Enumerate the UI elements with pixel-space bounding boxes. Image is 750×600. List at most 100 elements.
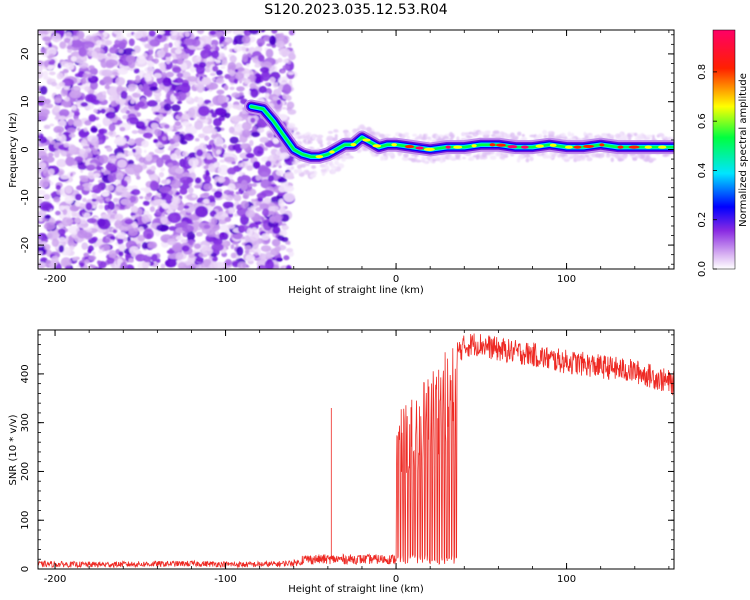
halo-blob	[509, 132, 515, 138]
noise-blob	[240, 143, 249, 150]
noise-blob	[288, 42, 292, 47]
ridge-hotspot	[573, 145, 582, 149]
noise-blob	[246, 165, 253, 171]
noise-blob	[78, 148, 86, 155]
noise-blob	[166, 209, 174, 214]
noise-blob	[64, 265, 71, 269]
noise-blob	[195, 205, 209, 218]
noise-blob	[215, 149, 222, 155]
halo-blob	[295, 131, 300, 135]
noise-blob	[73, 86, 81, 91]
noise-blob	[184, 125, 198, 135]
noise-blob	[136, 175, 141, 180]
colorbar-tick-label: 0.8	[697, 64, 708, 80]
noise-blob	[156, 224, 169, 232]
noise-blob	[245, 153, 255, 159]
noise-blob	[215, 77, 225, 84]
noise-blob	[168, 42, 173, 48]
noise-blob	[70, 105, 77, 111]
noise-blob	[114, 219, 123, 229]
halo-blob	[297, 135, 302, 140]
ridge-hotspot	[489, 143, 496, 147]
noise-blob	[207, 36, 214, 39]
noise-blob	[159, 62, 166, 72]
noise-blob	[95, 40, 103, 46]
noise-blob	[209, 30, 216, 36]
noise-blob	[80, 102, 89, 107]
noise-blob	[39, 85, 48, 95]
snr-x-label: Height of straight line (km)	[288, 584, 424, 595]
halo-blob	[605, 153, 611, 158]
noise-blob	[167, 238, 177, 246]
noise-blob	[50, 81, 58, 87]
halo-blob	[501, 152, 509, 156]
noise-blob	[98, 30, 105, 34]
noise-blob	[98, 199, 104, 204]
noise-blob	[38, 66, 43, 72]
noise-blob	[108, 123, 116, 132]
noise-blob	[87, 47, 94, 51]
noise-blob	[250, 238, 260, 250]
noise-blob	[93, 173, 101, 178]
noise-blob	[222, 240, 231, 247]
ridge-hotspot	[471, 144, 477, 148]
noise-blob	[107, 201, 115, 211]
noise-blob	[156, 157, 164, 168]
noise-blob	[161, 202, 168, 209]
y-tick-label: 300	[20, 413, 31, 432]
noise-blob	[75, 185, 85, 191]
noise-blob	[203, 198, 210, 204]
noise-blob	[130, 99, 136, 104]
halo-blob	[302, 169, 310, 175]
halo-blob	[560, 132, 566, 138]
noise-blob	[270, 205, 280, 212]
noise-blob	[153, 139, 159, 144]
noise-blob	[232, 232, 244, 240]
halo-blob	[345, 152, 351, 157]
noise-blob	[120, 261, 128, 269]
noise-blob	[271, 238, 281, 247]
noise-blob	[227, 224, 235, 229]
noise-blob	[163, 103, 172, 112]
noise-blob	[151, 253, 158, 262]
ridge-hotspot	[628, 145, 640, 149]
noise-blob	[255, 174, 261, 181]
noise-blob	[45, 259, 52, 264]
noise-blob	[149, 180, 159, 191]
noise-blob	[105, 162, 117, 172]
noise-blob	[166, 249, 175, 254]
y-tick-label: 10	[20, 95, 31, 108]
noise-blob	[228, 174, 234, 179]
noise-blob	[279, 32, 284, 38]
ridge-hotspot	[564, 145, 573, 149]
noise-blob	[215, 69, 223, 76]
noise-blob	[219, 35, 226, 43]
noise-blob	[101, 69, 114, 77]
noise-blob	[58, 244, 65, 253]
noise-blob	[154, 53, 159, 58]
halo-blob	[494, 133, 502, 137]
noise-blob	[229, 136, 239, 144]
noise-blob	[90, 147, 96, 151]
noise-blob	[196, 82, 205, 93]
halo-blob	[378, 133, 385, 138]
noise-blob	[102, 237, 111, 244]
halo-blob	[489, 155, 497, 160]
halo-blob	[422, 133, 426, 140]
halo-blob	[499, 156, 506, 160]
halo-blob	[610, 157, 614, 163]
halo-blob	[478, 131, 485, 136]
noise-blob	[113, 198, 119, 203]
noise-blob	[138, 84, 143, 90]
noise-blob	[99, 49, 105, 54]
colorbar-label: Normalized spectral amplitude	[738, 73, 749, 227]
noise-blob	[194, 120, 204, 130]
halo-blob	[607, 134, 615, 138]
ridge-hotspot	[535, 144, 544, 148]
noise-blob	[242, 158, 249, 162]
ridge-hotspot	[496, 143, 506, 147]
noise-blob	[135, 120, 146, 130]
noise-blob	[143, 149, 147, 154]
noise-blob	[67, 118, 74, 126]
